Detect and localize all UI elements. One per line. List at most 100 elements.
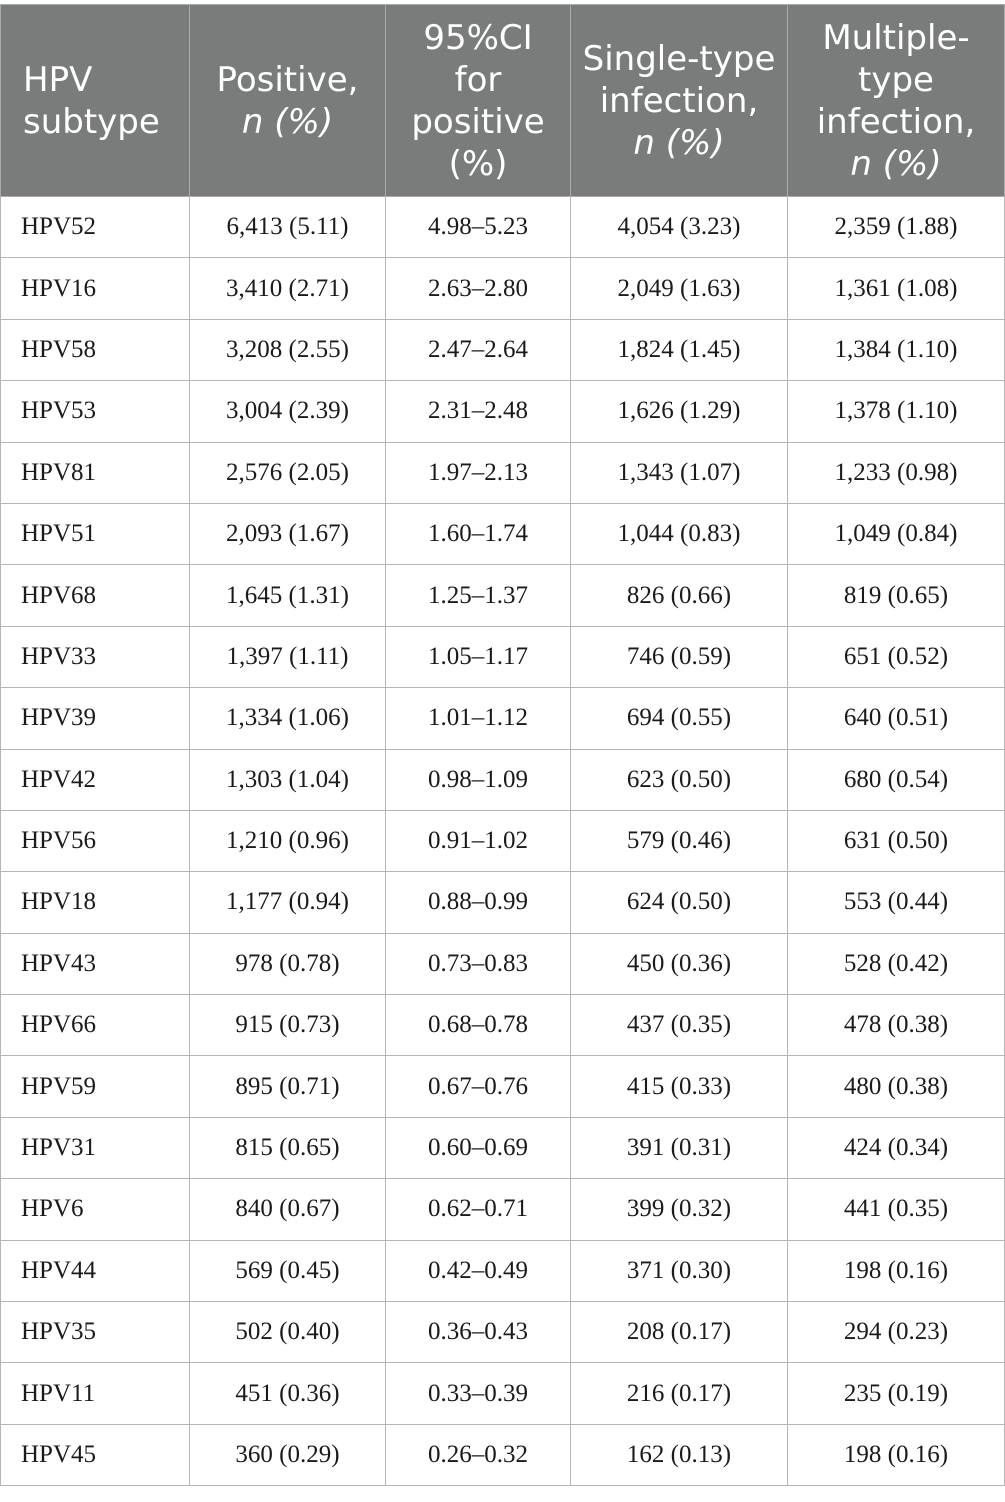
cell-single-type: 826 (0.66) [570,564,788,627]
cell-hpv-subtype: HPV56 [0,809,190,873]
cell-positive: 360 (0.29) [189,1423,386,1487]
cell-multiple-type: 294 (0.23) [787,1301,1005,1364]
cell-95ci: 2.31–2.48 [385,380,571,443]
cell-hpv-subtype: HPV35 [0,1301,190,1364]
cell-multiple-type: 198 (0.16) [787,1423,1005,1487]
table-row: HPV45 360 (0.29) 0.26–0.32 162 (0.13) 198 (0… [0,1423,1005,1487]
cell-95ci: 0.98–1.09 [385,748,571,811]
cell-positive: 3,410 (2.71) [189,257,386,320]
cell-95ci: 0.26–0.32 [385,1423,571,1487]
table-row: HPV52 6,413 (5.11) 4.98–5.23 4,054 (3.23) 2,… [0,195,1005,259]
cell-95ci: 0.36–0.43 [385,1301,571,1364]
cell-multiple-type: 1,233 (0.98) [787,441,1005,504]
header-hpv-subtype: HPV subtype [0,4,190,197]
table-row: HPV59 895 (0.71) 0.67–0.76 415 (0.33) 480 (0… [0,1055,1005,1118]
cell-single-type: 1,626 (1.29) [570,380,788,443]
cell-single-type: 399 (0.32) [570,1178,788,1241]
cell-multiple-type: 528 (0.42) [787,932,1005,996]
cell-95ci: 1.60–1.74 [385,502,571,566]
cell-hpv-subtype: HPV52 [0,195,190,259]
cell-positive: 502 (0.40) [189,1301,386,1364]
table-row: HPV39 1,334 (1.06) 1.01–1.12 694 (0.55) 640 … [0,687,1005,750]
cell-positive: 1,334 (1.06) [189,687,386,750]
cell-95ci: 0.62–0.71 [385,1178,571,1241]
cell-single-type: 1,824 (1.45) [570,318,788,382]
cell-positive: 451 (0.36) [189,1362,386,1425]
cell-positive: 915 (0.73) [189,994,386,1057]
cell-single-type: 623 (0.50) [570,748,788,811]
cell-positive: 2,093 (1.67) [189,502,386,566]
table-row: HPV11 451 (0.36) 0.33–0.39 216 (0.17) 235 (0… [0,1362,1005,1425]
cell-multiple-type: 480 (0.38) [787,1055,1005,1118]
cell-multiple-type: 198 (0.16) [787,1239,1005,1303]
cell-hpv-subtype: HPV81 [0,441,190,504]
cell-positive: 1,177 (0.94) [189,871,386,934]
table-row: HPV18 1,177 (0.94) 0.88–0.99 624 (0.50) 553 … [0,871,1005,934]
cell-positive: 1,210 (0.96) [189,809,386,873]
cell-hpv-subtype: HPV66 [0,994,190,1057]
cell-positive: 815 (0.65) [189,1116,386,1180]
cell-hpv-subtype: HPV31 [0,1116,190,1180]
cell-multiple-type: 819 (0.65) [787,564,1005,627]
header-positive-text: Positive, [216,59,359,100]
header-hpv-subtype-text: HPV subtype [23,59,160,142]
table-row: HPV6 840 (0.67) 0.62–0.71 399 (0.32) 441 (0.… [0,1178,1005,1241]
cell-positive: 840 (0.67) [189,1178,386,1241]
cell-multiple-type: 1,384 (1.10) [787,318,1005,382]
cell-multiple-type: 680 (0.54) [787,748,1005,811]
cell-hpv-subtype: HPV68 [0,564,190,627]
table-row: HPV44 569 (0.45) 0.42–0.49 371 (0.30) 198 (0… [0,1239,1005,1303]
cell-95ci: 2.63–2.80 [385,257,571,320]
table-row: HPV31 815 (0.65) 0.60–0.69 391 (0.31) 424 (0… [0,1116,1005,1180]
cell-hpv-subtype: HPV58 [0,318,190,382]
cell-95ci: 0.88–0.99 [385,871,571,934]
cell-95ci: 1.97–2.13 [385,441,571,504]
cell-multiple-type: 640 (0.51) [787,687,1005,750]
header-multiple-type: Multiple-type infection, n (%) [787,4,1005,197]
cell-hpv-subtype: HPV11 [0,1362,190,1425]
table-row: HPV35 502 (0.40) 0.36–0.43 208 (0.17) 294 (0… [0,1301,1005,1364]
cell-single-type: 1,044 (0.83) [570,502,788,566]
cell-single-type: 2,049 (1.63) [570,257,788,320]
cell-positive: 1,645 (1.31) [189,564,386,627]
cell-multiple-type: 478 (0.38) [787,994,1005,1057]
cell-hpv-subtype: HPV16 [0,257,190,320]
header-multiple-type-text: Multiple-type infection, [816,17,976,142]
cell-multiple-type: 651 (0.52) [787,625,1005,689]
cell-hpv-subtype: HPV44 [0,1239,190,1303]
cell-hpv-subtype: HPV42 [0,748,190,811]
cell-95ci: 2.47–2.64 [385,318,571,382]
cell-95ci: 1.25–1.37 [385,564,571,627]
header-single-type: Single-type infection, n (%) [570,4,788,197]
cell-95ci: 0.33–0.39 [385,1362,571,1425]
cell-positive: 1,303 (1.04) [189,748,386,811]
table-row: HPV56 1,210 (0.96) 0.91–1.02 579 (0.46) 631 … [0,809,1005,873]
cell-95ci: 0.91–1.02 [385,809,571,873]
cell-multiple-type: 424 (0.34) [787,1116,1005,1180]
cell-95ci: 4.98–5.23 [385,195,571,259]
cell-positive: 2,576 (2.05) [189,441,386,504]
cell-single-type: 208 (0.17) [570,1301,788,1364]
cell-positive: 6,413 (5.11) [189,195,386,259]
header-positive-unit: n (%) [241,101,334,142]
cell-multiple-type: 553 (0.44) [787,871,1005,934]
header-multiple-type-unit: n (%) [850,143,942,184]
cell-95ci: 1.01–1.12 [385,687,571,750]
cell-hpv-subtype: HPV51 [0,502,190,566]
cell-95ci: 0.60–0.69 [385,1116,571,1180]
cell-95ci: 0.67–0.76 [385,1055,571,1118]
cell-single-type: 4,054 (3.23) [570,195,788,259]
cell-single-type: 371 (0.30) [570,1239,788,1303]
table-row: HPV42 1,303 (1.04) 0.98–1.09 623 (0.50) 680 … [0,748,1005,811]
cell-multiple-type: 2,359 (1.88) [787,195,1005,259]
table-row: HPV68 1,645 (1.31) 1.25–1.37 826 (0.66) 819 … [0,564,1005,627]
cell-hpv-subtype: HPV59 [0,1055,190,1118]
cell-multiple-type: 1,049 (0.84) [787,502,1005,566]
cell-single-type: 216 (0.17) [570,1362,788,1425]
cell-multiple-type: 441 (0.35) [787,1178,1005,1241]
cell-positive: 895 (0.71) [189,1055,386,1118]
cell-hpv-subtype: HPV53 [0,380,190,443]
cell-single-type: 1,343 (1.07) [570,441,788,504]
table-body: HPV52 6,413 (5.11) 4.98–5.23 4,054 (3.23) 2,… [0,195,1005,1487]
cell-single-type: 450 (0.36) [570,932,788,996]
